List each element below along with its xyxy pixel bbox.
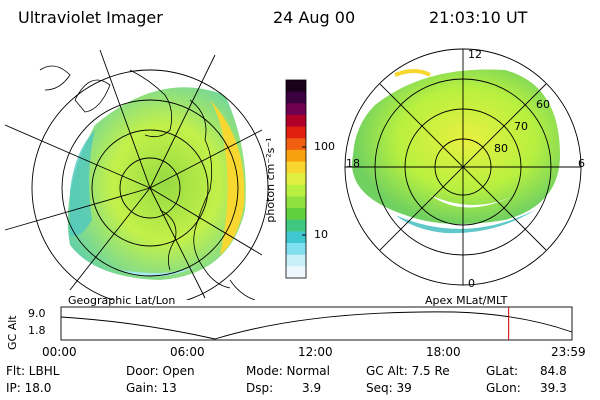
colorbar-swatch <box>286 161 306 174</box>
colorbar-swatch <box>286 254 306 267</box>
time-tick-1800: 18:00 <box>426 345 461 359</box>
mag-grid <box>344 48 582 286</box>
colorbar-swatch <box>286 208 306 221</box>
colorbar-swatch <box>286 243 306 256</box>
time-tick-1200: 12:00 <box>298 345 333 359</box>
colorbar-swatch <box>286 196 306 209</box>
lat-label-80: 80 <box>494 142 508 155</box>
auroral-emission-image-geo <box>67 87 246 280</box>
colorbar-swatch <box>286 103 306 116</box>
colorbar-gradient <box>286 80 306 279</box>
colorbar: photon cm⁻²s⁻¹ <box>264 79 307 279</box>
time-tick-2359: 23:59 <box>551 345 586 359</box>
lat-label-70: 70 <box>514 120 528 133</box>
colorbar-swatch <box>286 173 306 186</box>
glat-value: 84.8 <box>540 364 567 378</box>
colorbar-swatch <box>286 114 306 128</box>
altitude-ymax-label: 9.0 <box>28 307 46 320</box>
mode-info: Mode: Normal <box>246 364 330 378</box>
mlt-label-18: 18 <box>346 157 360 170</box>
magnetic-panel-label: Apex MLat/MLT <box>425 294 508 307</box>
altitude-axis-label: GC Alt <box>6 315 19 350</box>
observation-time: 21:03:10 UT <box>429 8 528 27</box>
colorbar-swatch <box>286 266 306 279</box>
altitude-timeline <box>60 306 573 341</box>
gain-info: Gain: 13 <box>126 381 177 395</box>
colorbar-swatch <box>286 138 306 151</box>
colorbar-swatch <box>286 184 306 197</box>
coastlines <box>39 65 256 300</box>
gc-alt-info: GC Alt: 7.5 Re <box>366 364 450 378</box>
filter-info: Flt: LBHL <box>6 364 60 378</box>
dsp-label: Dsp: <box>246 381 274 395</box>
colorbar-swatch <box>286 219 306 232</box>
geo-grid <box>4 49 269 300</box>
mlt-label-0: 0 <box>468 277 475 290</box>
sequence-info: Seq: 39 <box>366 381 412 395</box>
colorbar-swatch <box>286 149 306 163</box>
altitude-ymin-label: 1.8 <box>28 324 46 337</box>
time-tick-0600: 06:00 <box>170 345 205 359</box>
auroral-emission-image-mag <box>352 69 560 234</box>
time-tick-0000: 00:00 <box>42 345 77 359</box>
geographic-map <box>4 49 269 300</box>
colorbar-unit-label: photon cm⁻²s⁻¹ <box>264 137 277 222</box>
colorbar-swatch <box>286 126 306 139</box>
ip-info: IP: 18.0 <box>6 381 52 395</box>
colorbar-swatch <box>286 231 306 244</box>
mlt-label-6: 6 <box>578 157 585 170</box>
glat-label: GLat: <box>486 364 519 378</box>
glon-label: GLon: <box>486 381 521 395</box>
door-info: Door: Open <box>126 364 195 378</box>
colorbar-tick-10: 10 <box>314 228 328 241</box>
glon-value: 39.3 <box>540 381 567 395</box>
geographic-panel-label: Geographic Lat/Lon <box>68 294 176 307</box>
colorbar-tick-100: 100 <box>314 140 335 153</box>
colorbar-swatch <box>286 91 306 104</box>
magnetic-polar-plot <box>344 48 582 286</box>
instrument-title: Ultraviolet Imager <box>18 8 163 27</box>
colorbar-swatch <box>286 80 306 93</box>
orbit-altitude-curve <box>60 311 573 340</box>
mlt-label-12: 12 <box>468 48 482 61</box>
lat-label-60: 60 <box>536 98 550 111</box>
dsp-value: 3.9 <box>302 381 322 395</box>
observation-date: 24 Aug 00 <box>273 8 356 27</box>
